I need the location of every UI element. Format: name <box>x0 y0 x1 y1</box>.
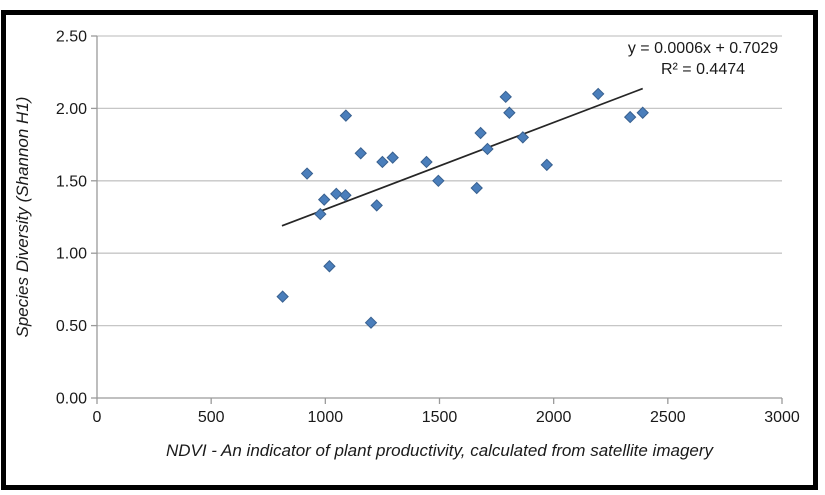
data-point <box>330 187 343 201</box>
data-point <box>339 109 353 122</box>
x-tick-label: 0 <box>93 409 102 426</box>
x-axis-title: NDVI - An indicator of plant productivit… <box>165 441 714 460</box>
data-point <box>364 316 378 329</box>
data-point <box>276 290 289 303</box>
data-point <box>474 126 487 140</box>
data-point <box>481 142 494 156</box>
x-tick-label: 2000 <box>536 409 572 426</box>
data-point <box>499 90 512 104</box>
data-point <box>636 106 649 119</box>
x-tick-label: 500 <box>198 409 225 426</box>
data-point <box>540 158 554 172</box>
data-point <box>591 87 605 101</box>
y-tick-label: 2.00 <box>56 101 87 118</box>
trendline-equation: y = 0.0006x + 0.7029 <box>627 40 779 57</box>
data-point <box>317 193 331 206</box>
data-point <box>432 174 445 188</box>
data-point <box>503 106 516 119</box>
y-tick-label: 0.50 <box>56 318 87 335</box>
x-tick-label: 3000 <box>764 409 800 426</box>
data-point <box>314 207 327 221</box>
data-point <box>386 151 399 164</box>
data-point <box>470 181 483 195</box>
data-point <box>300 167 314 180</box>
x-tick-label: 1500 <box>422 409 458 426</box>
y-tick-label: 1.00 <box>56 246 87 263</box>
data-point <box>339 189 352 202</box>
y-axis-title: Species Diversity (Shannon H1) <box>13 96 32 338</box>
y-tick-label: 1.50 <box>56 173 87 190</box>
y-tick-label: 0.00 <box>56 391 87 408</box>
trendline-label: y = 0.0006x + 0.7029 R² = 0.4474 <box>617 38 789 80</box>
data-point <box>323 260 336 273</box>
x-tick-label: 2500 <box>650 409 686 426</box>
data-point <box>370 199 383 212</box>
data-point <box>623 110 637 124</box>
trendline <box>281 87 644 227</box>
trendline-r-squared: R² = 0.4474 <box>660 61 746 78</box>
data-point <box>354 147 367 160</box>
data-point <box>376 155 389 169</box>
data-point <box>516 131 530 144</box>
y-tick-label: 2.50 <box>56 29 87 46</box>
x-tick-label: 1000 <box>308 409 344 426</box>
data-point <box>420 155 433 169</box>
